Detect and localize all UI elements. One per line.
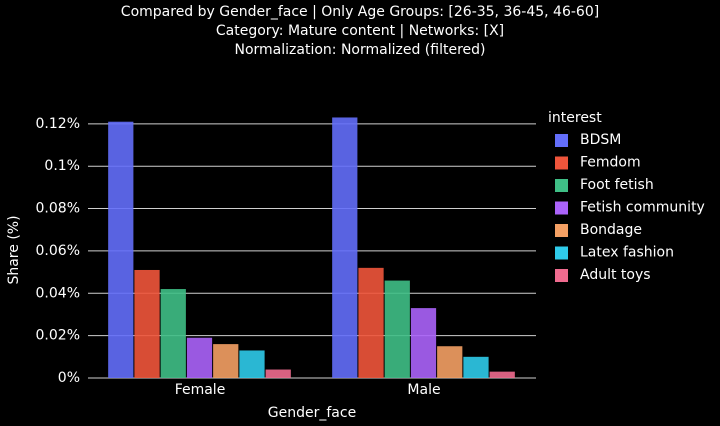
legend-label: Latex fashion	[580, 245, 674, 261]
legend-label: BDSM	[580, 132, 621, 148]
legend-swatch	[555, 156, 568, 170]
x-axis-title: Gender_face	[268, 405, 356, 421]
bar	[384, 280, 410, 378]
bar	[134, 269, 160, 378]
legend-label: Adult toys	[580, 267, 651, 283]
chart-title: Normalization: Normalized (filtered)	[235, 42, 486, 58]
y-tick-label: 0.06%	[36, 243, 80, 259]
legend-swatch	[555, 179, 568, 192]
y-tick-label: 0.02%	[36, 328, 80, 344]
legend-label: Femdom	[580, 155, 641, 171]
bar	[239, 350, 265, 378]
y-tick-label: 0.04%	[36, 285, 80, 301]
legend-swatch	[555, 134, 568, 147]
bar	[410, 308, 437, 378]
legend-label: Foot fetish	[580, 177, 654, 193]
bar	[463, 356, 489, 378]
bar	[160, 289, 186, 378]
bar	[358, 267, 384, 378]
y-tick-label: 0.12%	[36, 116, 80, 132]
chart-title: Category: Mature content | Networks: [X]	[216, 23, 504, 39]
legend-swatch	[555, 269, 568, 282]
y-axis-title: Share (%)	[6, 215, 22, 284]
bar	[489, 371, 515, 378]
chart-title: Compared by Gender_face | Only Age Group…	[121, 4, 599, 20]
legend-swatch	[555, 246, 568, 260]
legend-label: Fetish community	[580, 200, 705, 216]
bar	[437, 346, 463, 378]
y-tick-label: 0.1%	[44, 158, 80, 174]
legend-swatch	[555, 201, 568, 215]
legend-title: interest	[548, 110, 602, 126]
legend-swatch	[555, 224, 568, 237]
x-tick-label: Male	[407, 382, 440, 398]
bar	[332, 117, 358, 378]
y-tick-label: 0.08%	[36, 201, 80, 217]
bar	[213, 344, 239, 378]
legend-label: Bondage	[580, 222, 642, 238]
y-tick-label: 0%	[58, 370, 80, 386]
bar	[265, 369, 291, 378]
bar	[108, 121, 134, 378]
bar	[186, 337, 213, 378]
x-tick-label: Female	[175, 382, 226, 398]
